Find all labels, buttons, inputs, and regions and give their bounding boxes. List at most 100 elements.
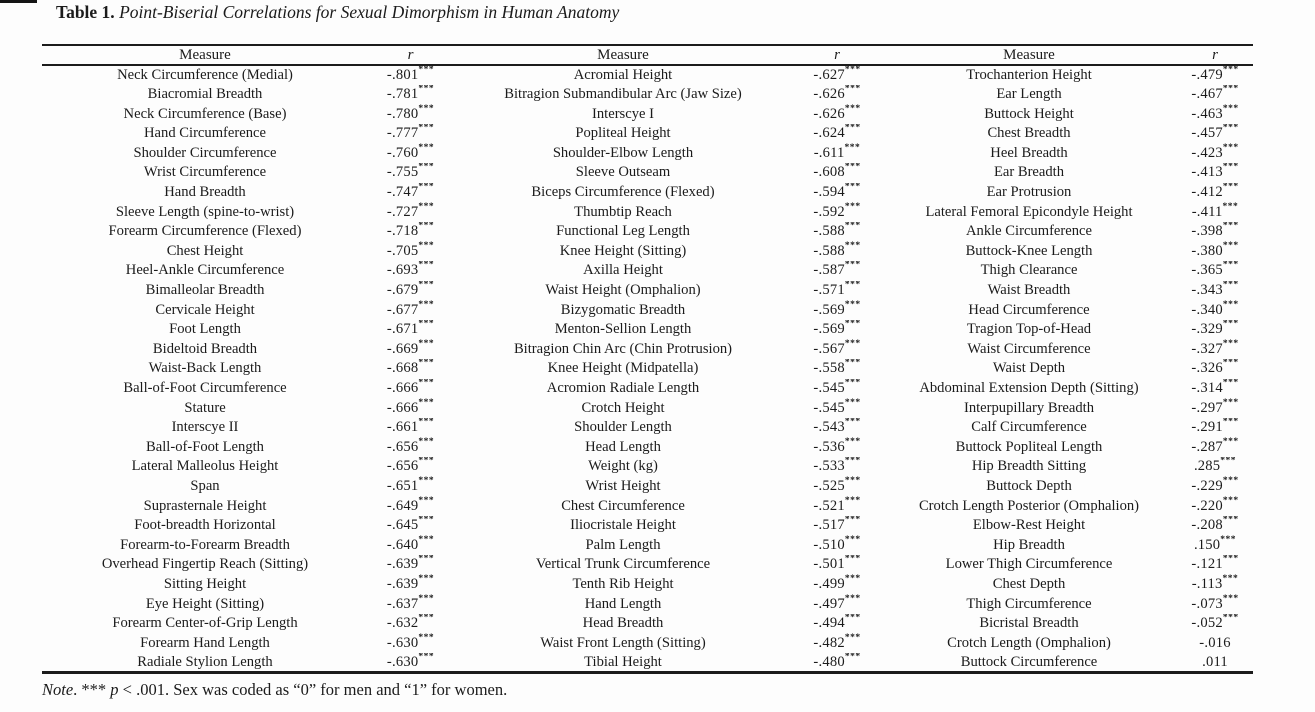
measure-cell: Radiale Stylion Length bbox=[137, 653, 273, 670]
table-row: Cervicale Height -.677*** Bizygomatic Brea… bbox=[42, 300, 1253, 320]
r-value-cell: -.588*** bbox=[793, 222, 881, 242]
r-value: -.677 bbox=[386, 301, 419, 318]
r-value: -.656 bbox=[386, 458, 419, 475]
significance-stars: *** bbox=[418, 339, 435, 349]
significance-stars: *** bbox=[844, 613, 861, 624]
significance-stars: *** bbox=[844, 652, 861, 662]
significance-stars: *** bbox=[1222, 378, 1239, 388]
r-value-cell: -.592*** bbox=[793, 202, 881, 222]
significance-stars: *** bbox=[418, 652, 435, 662]
column-header-r-2: r bbox=[793, 45, 881, 66]
measure-cell: Acromion Radiale Length bbox=[546, 380, 700, 396]
r-value-cell: -.558*** bbox=[793, 359, 881, 379]
measure-cell: Bitragion Chin Arc (Chin Protrusion) bbox=[513, 340, 733, 357]
r-value-cell: -.220*** bbox=[1177, 496, 1253, 516]
r-value-cell: -.525*** bbox=[793, 476, 881, 496]
measure-cell: Bitragion Submandibular Arc (Jaw Size) bbox=[504, 86, 742, 103]
table-row: Sleeve Length (spine-to-wrist) -.727*** Th… bbox=[42, 202, 1253, 222]
table-note: Note. *** p < .001. Sex was coded as “0”… bbox=[42, 680, 507, 700]
significance-stars: *** bbox=[418, 182, 435, 193]
table-row: Foot-breadth Horizontal -.645*** Iliocrist… bbox=[42, 516, 1253, 536]
r-value: -.480 bbox=[813, 653, 845, 670]
r-value: -.780 bbox=[386, 105, 419, 122]
r-value-cell: -.649*** bbox=[368, 496, 453, 516]
r-value: -.499 bbox=[813, 575, 845, 592]
measure-cell: Elbow-Rest Height bbox=[972, 517, 1086, 534]
significance-stars: *** bbox=[1222, 417, 1239, 428]
r-value: -.343 bbox=[1191, 282, 1223, 299]
r-value-cell: -.326*** bbox=[1177, 359, 1253, 379]
r-value: -.482 bbox=[813, 634, 845, 651]
r-value-cell: -.671*** bbox=[368, 320, 453, 340]
note-label: Note bbox=[42, 680, 74, 699]
significance-stars: *** bbox=[418, 260, 435, 271]
r-value: -.661 bbox=[386, 419, 419, 436]
significance-stars: *** bbox=[1222, 319, 1239, 330]
r-value-cell: -.533*** bbox=[793, 457, 881, 477]
r-value-cell: -.781*** bbox=[368, 85, 453, 105]
measure-cell: Hip Breadth bbox=[993, 536, 1065, 553]
measure-cell: Chest Height bbox=[166, 242, 244, 259]
measure-cell: Crotch Length (Omphalion) bbox=[947, 634, 1111, 651]
r-value: -.494 bbox=[813, 615, 845, 632]
significance-stars: *** bbox=[844, 280, 861, 291]
note-separator: . bbox=[73, 680, 82, 699]
table-header-row: Measure r Measure r Measure r bbox=[42, 45, 1253, 66]
measure-cell: Waist Height (Omphalion) bbox=[545, 282, 701, 299]
r-value-cell: -.645*** bbox=[368, 516, 453, 536]
measure-cell: Neck Circumference (Base) bbox=[123, 105, 287, 122]
r-value-cell: -.545*** bbox=[793, 398, 881, 418]
table-row: Bideltoid Breadth -.669*** Bitragion Chin … bbox=[42, 339, 1253, 359]
significance-stars: *** bbox=[418, 143, 435, 153]
r-value: -.545 bbox=[813, 399, 845, 416]
measure-cell: Lateral Femoral Epicondyle Height bbox=[925, 203, 1133, 220]
r-value-cell: -.640*** bbox=[368, 535, 453, 555]
measure-cell: Heel-Ankle Circumference bbox=[125, 262, 285, 279]
measure-cell: Biceps Circumference (Flexed) bbox=[531, 184, 715, 201]
significance-stars: *** bbox=[418, 300, 435, 310]
significance-stars: *** bbox=[1222, 143, 1239, 153]
r-value: -.801 bbox=[386, 67, 419, 83]
measure-cell: Eye Height (Sitting) bbox=[145, 595, 265, 612]
r-value: -.630 bbox=[386, 634, 419, 651]
r-value: -.569 bbox=[813, 301, 845, 318]
significance-stars: *** bbox=[1222, 300, 1239, 310]
table-row: Foot Length -.671*** Menton-Sellion Length… bbox=[42, 320, 1253, 340]
r-value-cell: -.755*** bbox=[368, 163, 453, 183]
significance-stars: *** bbox=[1222, 515, 1239, 526]
significance-stars: *** bbox=[1222, 574, 1239, 584]
measure-cell: Acromial Height bbox=[573, 67, 673, 83]
r-value-cell: -.479*** bbox=[1177, 65, 1253, 85]
r-value-cell: -.718*** bbox=[368, 222, 453, 242]
table-row: Waist-Back Length -.668*** Knee Height (Mi… bbox=[42, 359, 1253, 379]
significance-stars: *** bbox=[1222, 221, 1239, 232]
r-value: -.467 bbox=[1191, 86, 1223, 103]
significance-stars: *** bbox=[1222, 437, 1239, 447]
significance-stars: *** bbox=[1222, 358, 1239, 369]
r-value: -.220 bbox=[1191, 497, 1223, 514]
table-row: Shoulder Circumference -.760*** Shoulder-E… bbox=[42, 143, 1253, 163]
significance-stars: *** bbox=[418, 574, 435, 584]
table-row: Radiale Stylion Length -.630*** Tibial Hei… bbox=[42, 653, 1253, 673]
r-value-cell: -.626*** bbox=[793, 104, 881, 124]
r-value-cell: -.705*** bbox=[368, 241, 453, 261]
table-row: Bimalleolar Breadth -.679*** Waist Height … bbox=[42, 281, 1253, 301]
r-value: -.365 bbox=[1191, 262, 1223, 279]
significance-stars: *** bbox=[418, 594, 435, 604]
significance-stars: *** bbox=[1222, 123, 1239, 134]
measure-cell: Buttock Height bbox=[984, 105, 1074, 122]
significance-stars: *** bbox=[418, 65, 435, 75]
r-value-cell: -.314*** bbox=[1177, 379, 1253, 399]
measure-cell: Forearm Hand Length bbox=[140, 634, 270, 651]
table-row: Hand Breadth -.747*** Biceps Circumference… bbox=[42, 183, 1253, 203]
r-value-cell: -.627*** bbox=[793, 65, 881, 85]
measure-cell: Shoulder Circumference bbox=[133, 144, 277, 161]
r-value: -.543 bbox=[813, 419, 845, 436]
r-value-cell: -.340*** bbox=[1177, 300, 1253, 320]
table-body: Neck Circumference (Medial) -.801*** Acrom… bbox=[42, 65, 1253, 672]
r-value-cell: -.113*** bbox=[1177, 574, 1253, 594]
significance-stars: *** bbox=[844, 633, 861, 643]
measure-cell: Waist Depth bbox=[992, 360, 1066, 377]
table-row: Forearm Circumference (Flexed) -.718*** Fu… bbox=[42, 222, 1253, 242]
r-value-cell: -.365*** bbox=[1177, 261, 1253, 281]
